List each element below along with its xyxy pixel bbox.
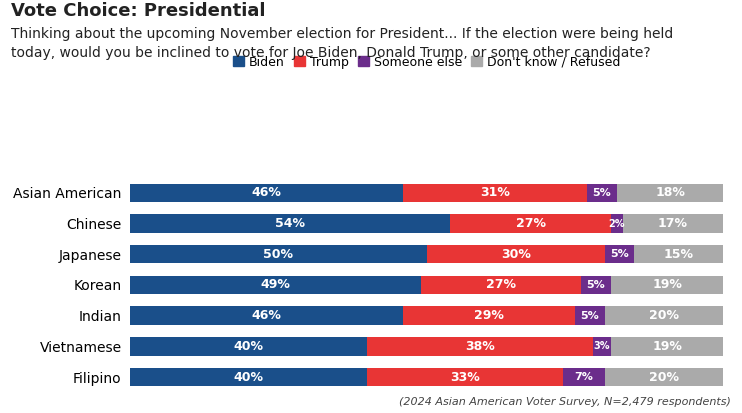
Text: 46%: 46%: [252, 186, 281, 199]
Text: Vote Choice: Presidential: Vote Choice: Presidential: [11, 2, 266, 20]
Text: 5%: 5%: [592, 188, 611, 198]
Bar: [611, 276, 723, 294]
Text: 19%: 19%: [652, 340, 682, 353]
Text: 20%: 20%: [649, 309, 679, 322]
Text: 3%: 3%: [594, 341, 610, 351]
Bar: [130, 368, 367, 386]
Text: 17%: 17%: [658, 217, 688, 230]
Bar: [367, 337, 593, 356]
Text: 20%: 20%: [649, 370, 679, 384]
Bar: [130, 245, 427, 263]
Bar: [605, 306, 723, 325]
Bar: [623, 214, 723, 233]
Bar: [611, 214, 623, 233]
Bar: [634, 245, 723, 263]
Text: 15%: 15%: [664, 248, 694, 261]
Text: 5%: 5%: [610, 249, 629, 259]
Bar: [581, 276, 611, 294]
Bar: [130, 337, 367, 356]
Bar: [575, 306, 605, 325]
Text: 5%: 5%: [586, 280, 605, 290]
Bar: [605, 368, 723, 386]
Bar: [130, 214, 450, 233]
Legend: Biden, Trump, Someone else, Don't know / Refused: Biden, Trump, Someone else, Don't know /…: [228, 51, 626, 74]
Text: 2%: 2%: [608, 218, 625, 229]
Bar: [130, 184, 403, 202]
Bar: [605, 245, 634, 263]
Text: 46%: 46%: [252, 309, 281, 322]
Bar: [611, 337, 723, 356]
Text: 29%: 29%: [474, 309, 504, 322]
Bar: [617, 184, 723, 202]
Text: 7%: 7%: [574, 372, 594, 382]
Bar: [403, 184, 587, 202]
Text: 30%: 30%: [501, 248, 531, 261]
Text: 38%: 38%: [465, 340, 495, 353]
Bar: [403, 306, 575, 325]
Bar: [593, 337, 611, 356]
Bar: [450, 214, 611, 233]
Text: 5%: 5%: [580, 311, 600, 320]
Text: 40%: 40%: [234, 370, 263, 384]
Text: (2024 Asian American Voter Survey, N=2,479 respondents): (2024 Asian American Voter Survey, N=2,4…: [399, 397, 731, 407]
Bar: [421, 276, 581, 294]
Bar: [130, 306, 403, 325]
Bar: [367, 368, 563, 386]
Text: 33%: 33%: [450, 370, 480, 384]
Text: 31%: 31%: [480, 186, 510, 199]
Text: 19%: 19%: [652, 278, 682, 292]
Bar: [130, 276, 421, 294]
Text: 54%: 54%: [275, 217, 305, 230]
Text: 49%: 49%: [260, 278, 290, 292]
Bar: [587, 184, 617, 202]
Text: 27%: 27%: [516, 217, 545, 230]
Bar: [563, 368, 605, 386]
Text: 18%: 18%: [655, 186, 685, 199]
Text: 27%: 27%: [486, 278, 516, 292]
Text: 50%: 50%: [263, 248, 293, 261]
Text: Thinking about the upcoming November election for President... If the election w: Thinking about the upcoming November ele…: [11, 27, 674, 60]
Text: 40%: 40%: [234, 340, 263, 353]
Bar: [427, 245, 605, 263]
